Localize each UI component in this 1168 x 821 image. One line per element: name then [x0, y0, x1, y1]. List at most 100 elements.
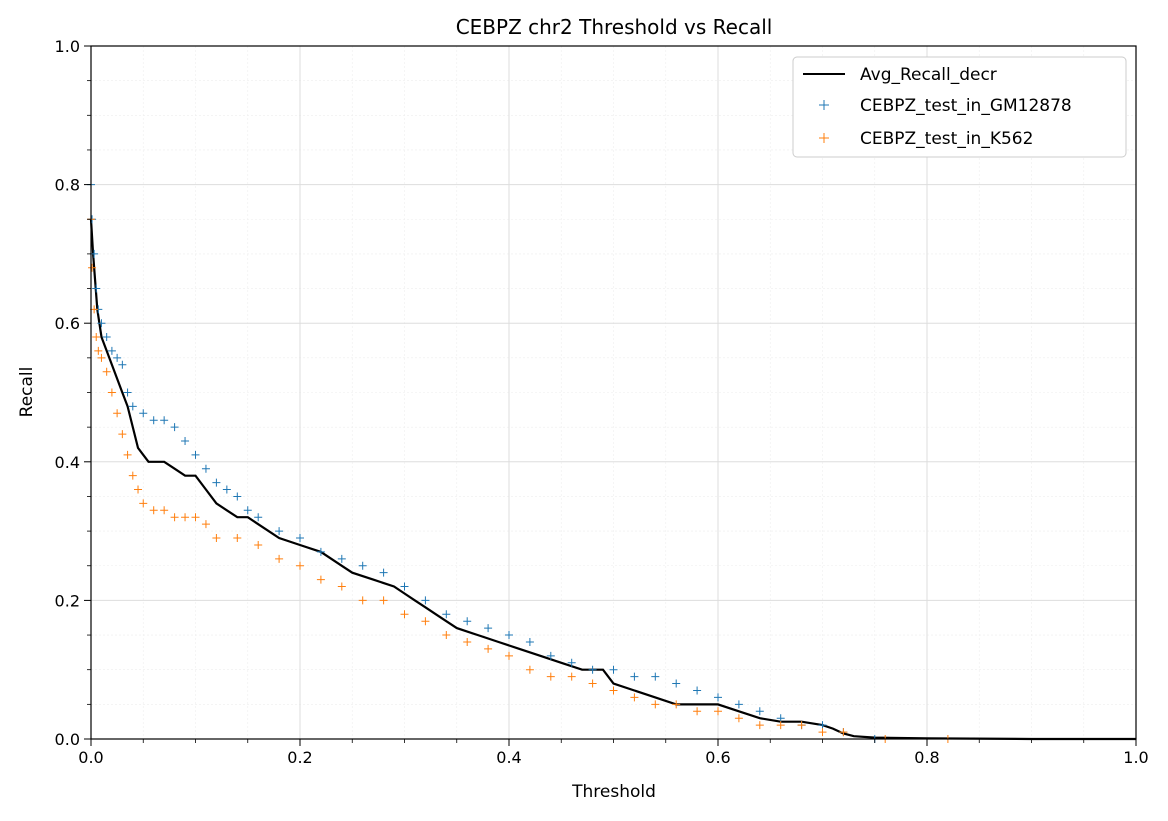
grid-layer — [91, 46, 1136, 739]
marker-point — [113, 409, 122, 418]
marker-point — [651, 672, 660, 681]
marker-point — [107, 346, 116, 355]
marker-point — [567, 672, 576, 681]
legend-label-gm12878: CEBPZ_test_in_GM12878 — [860, 96, 1072, 116]
marker-point — [525, 665, 534, 674]
marker-point — [113, 353, 122, 362]
marker-point — [358, 561, 367, 570]
axis-layer: 0.0 0.2 0.4 0.6 0.8 1.0 0.0 0.2 0.4 0.6 0.8 1.0 — [55, 37, 1149, 767]
marker-point — [149, 416, 158, 425]
x-axis-label: Threshold — [571, 782, 656, 802]
marker-point — [672, 679, 681, 688]
marker-point — [149, 506, 158, 515]
marker-point — [776, 721, 785, 730]
legend-label-k562: CEBPZ_test_in_K562 — [860, 129, 1033, 149]
marker-point — [222, 485, 231, 494]
marker-point — [442, 610, 451, 619]
marker-point — [693, 707, 702, 716]
marker-point — [546, 651, 555, 660]
legend-marker-gm12878 — [819, 100, 829, 110]
marker-point — [94, 346, 103, 355]
legend: Avg_Recall_decr CEBPZ_test_in_GM12878 CE… — [792, 56, 1127, 158]
marker-point — [139, 409, 148, 418]
marker-point — [839, 728, 848, 737]
marker-point — [734, 700, 743, 709]
marker-point — [97, 319, 106, 328]
marker-point — [505, 631, 513, 640]
marker-point — [191, 513, 200, 522]
marker-point — [254, 513, 263, 522]
marker-point — [337, 554, 346, 563]
marker-point — [243, 506, 252, 515]
marker-point — [546, 672, 555, 681]
marker-point — [102, 333, 111, 342]
marker-point — [651, 700, 660, 709]
marker-point — [275, 527, 284, 536]
chart-title: CEBPZ chr2 Threshold vs Recall — [456, 15, 773, 39]
marker-point — [358, 596, 367, 605]
marker-point — [254, 540, 263, 549]
marker-point — [118, 430, 127, 439]
marker-point — [484, 624, 493, 633]
y-axis-label: Recall — [17, 367, 37, 418]
legend-box — [792, 56, 1127, 158]
y-tick-label: 1.0 — [55, 37, 80, 56]
marker-point — [97, 353, 106, 362]
marker-point — [212, 534, 221, 543]
marker-point — [567, 658, 576, 667]
marker-point — [181, 437, 190, 446]
marker-point — [630, 672, 639, 681]
marker-point — [609, 686, 618, 695]
marker-point — [191, 450, 200, 459]
marker-point — [609, 665, 618, 674]
marker-point — [181, 513, 190, 522]
legend-marker-k562 — [819, 133, 829, 143]
series-line-avg-recall — [89, 219, 1136, 741]
marker-point — [714, 693, 722, 702]
marker-point — [92, 333, 101, 342]
marker-point — [672, 700, 681, 709]
marker-point — [170, 423, 179, 432]
marker-point — [233, 534, 242, 543]
marker-point — [630, 693, 639, 702]
y-tick-label: 0.0 — [55, 730, 80, 749]
marker-point — [102, 367, 111, 376]
marker-point — [92, 284, 101, 293]
y-tick-label: 0.6 — [55, 314, 80, 333]
marker-point — [714, 707, 722, 716]
marker-point — [296, 561, 304, 570]
marker-point — [160, 506, 169, 515]
marker-point — [421, 617, 430, 626]
y-tick-label: 0.2 — [55, 591, 80, 610]
marker-point — [400, 610, 409, 619]
marker-point — [442, 631, 451, 640]
marker-point — [818, 728, 827, 737]
marker-point — [525, 637, 534, 646]
marker-point — [128, 471, 137, 480]
marker-point — [201, 520, 210, 529]
marker-point — [316, 547, 325, 556]
marker-point — [818, 721, 827, 730]
marker-point — [693, 686, 702, 695]
marker-point — [776, 714, 785, 723]
marker-point — [588, 665, 597, 674]
x-tick-label: 0.4 — [496, 748, 521, 767]
marker-point — [505, 651, 513, 660]
marker-point — [316, 575, 325, 584]
marker-point — [201, 464, 210, 473]
marker-point — [484, 644, 493, 653]
marker-point — [88, 263, 97, 272]
y-tick-label: 0.4 — [55, 453, 80, 472]
marker-point — [170, 513, 179, 522]
marker-point — [588, 679, 597, 688]
x-tick-label: 0.2 — [287, 748, 312, 767]
marker-point — [734, 714, 743, 723]
marker-point — [421, 596, 430, 605]
legend-label-avg-recall: Avg_Recall_decr — [860, 65, 997, 85]
marker-point — [379, 568, 388, 577]
x-tick-label: 0.8 — [914, 748, 939, 767]
marker-point — [139, 499, 148, 508]
marker-point — [123, 450, 132, 459]
marker-point — [337, 582, 346, 591]
